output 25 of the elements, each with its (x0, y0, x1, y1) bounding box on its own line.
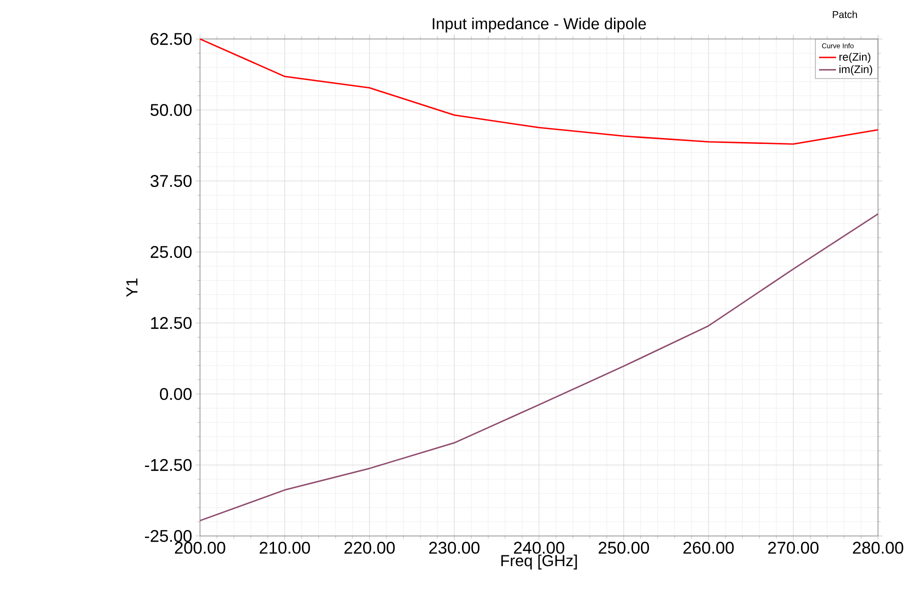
x-tick-label: 210.00 (260, 542, 310, 554)
legend-label: im(Zin) (839, 65, 872, 76)
y-tick-label: 62.50 (150, 32, 192, 45)
y-tick-label: 25.00 (150, 246, 192, 258)
y-tick-label: 12.50 (151, 316, 192, 329)
x-tick-label: 280.00 (852, 542, 904, 554)
legend-label: re(Zin) (839, 52, 870, 63)
x-tick-label: 250.00 (598, 542, 649, 554)
text: Patch (832, 10, 857, 18)
y-axis-title: Y1 (126, 278, 138, 297)
y-tick-label: 50.00 (150, 104, 192, 116)
x-tick-label: 230.00 (429, 542, 480, 554)
x-tick-label: 260.00 (683, 542, 734, 554)
line-series (199, 38, 879, 145)
y-tick-label: -25.00 (144, 530, 192, 542)
x-tick-label: 270.00 (768, 542, 818, 554)
x-tick-label: 220.00 (344, 542, 395, 554)
x-axis-title: Freq [GHz] (501, 554, 577, 570)
line-series (199, 213, 879, 522)
x-tick-label: 240.00 (514, 542, 564, 554)
y-tick-label: 37.50 (150, 174, 192, 187)
y-tick-label: -12.50 (144, 458, 192, 471)
x-tick-label: 200.00 (174, 542, 226, 554)
y-tick-label: 0.00 (160, 388, 192, 400)
chart-title: Input impedance - Wide dipole (432, 18, 646, 32)
